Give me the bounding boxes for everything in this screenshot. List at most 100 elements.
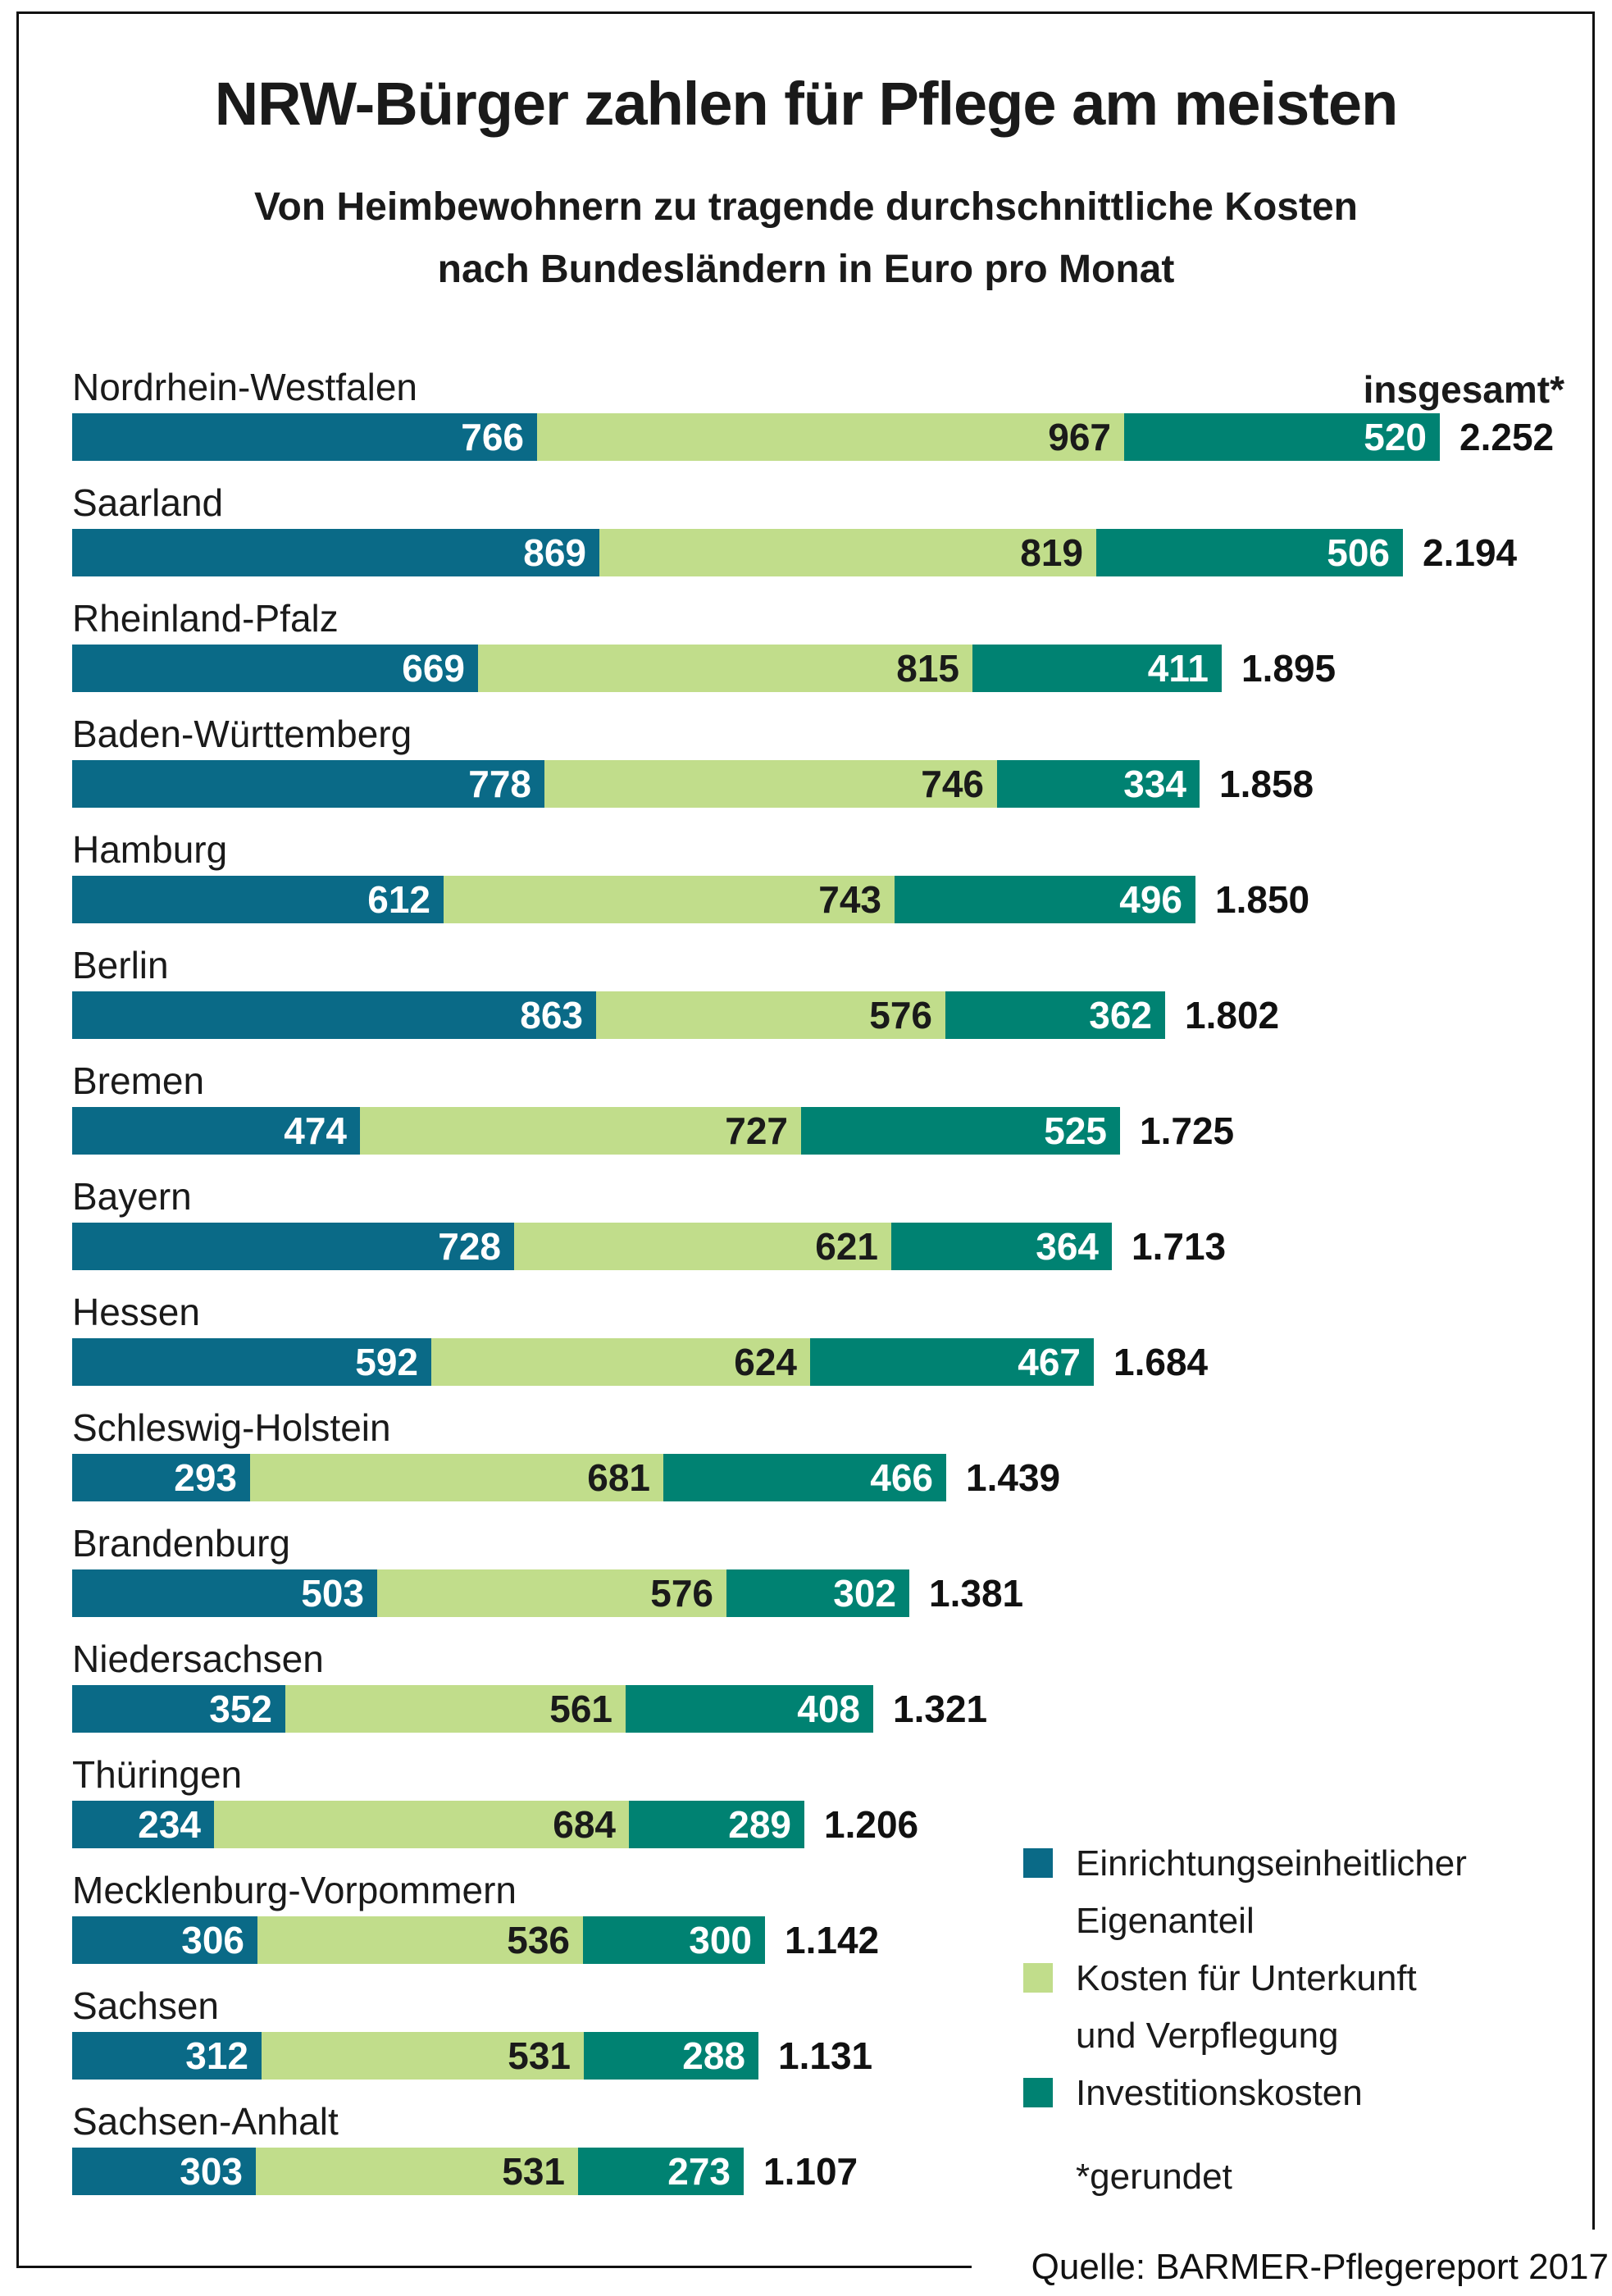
- state-label: Hessen: [72, 1291, 200, 1333]
- legend-label-unterkunft-verpflegung: Kosten für Unterkunft und Verpflegung: [1076, 1958, 1417, 2056]
- segment-value: 474: [284, 1109, 347, 1152]
- stacked-bar: 503 576 302 1.381: [72, 1569, 1612, 1617]
- segment-value: 863: [520, 994, 583, 1036]
- state-label: Baden-Württemberg: [72, 713, 412, 755]
- segment-value: 778: [468, 763, 531, 805]
- bar-segment-investitionskosten: 496: [895, 876, 1195, 923]
- segment-value: 503: [301, 1572, 364, 1615]
- state-label: Schleswig-Holstein: [72, 1406, 391, 1449]
- segment-value: 815: [896, 647, 959, 690]
- segment-value: 288: [682, 2034, 745, 2077]
- bar-segment-investitionskosten: 408: [626, 1685, 873, 1733]
- bar-segment-investitionskosten: 520: [1124, 413, 1440, 461]
- bar-segment-unterkunft-verpflegung: 621: [514, 1223, 891, 1270]
- state-row: Hamburg 612 743 496 1.850: [72, 828, 1612, 923]
- bar-segment-unterkunft-verpflegung: 531: [256, 2148, 578, 2195]
- segment-value: 334: [1123, 763, 1186, 805]
- total-label: 2.194: [1423, 531, 1518, 574]
- bar-segment-investitionskosten: 300: [583, 1916, 765, 1964]
- bar-segment-eigenanteil: 234: [72, 1801, 214, 1848]
- legend-label-eigenanteil: Einrichtungseinheitlicher Eigenanteil: [1076, 1843, 1467, 1941]
- segment-value: 408: [797, 1688, 860, 1730]
- state-row: Brandenburg 503 576 302 1.381: [72, 1522, 1612, 1617]
- segment-value: 362: [1089, 994, 1152, 1036]
- legend-item-unterkunft-verpflegung: Kosten für Unterkunft und Verpflegung: [1023, 1950, 1532, 2065]
- bar-segment-unterkunft-verpflegung: 815: [478, 645, 972, 692]
- bar-segment-investitionskosten: 466: [663, 1454, 946, 1501]
- stacked-bar: 293 681 466 1.439: [72, 1454, 1612, 1501]
- bar-segment-unterkunft-verpflegung: 743: [444, 876, 895, 923]
- bar-segment-eigenanteil: 669: [72, 645, 478, 692]
- segment-value: 289: [728, 1803, 791, 1846]
- state-row: Hessen 592 624 467 1.684: [72, 1291, 1612, 1386]
- total-label: 1.206: [824, 1803, 919, 1846]
- stacked-bar: 778 746 334 1.858: [72, 760, 1612, 808]
- bar-segment-eigenanteil: 303: [72, 2148, 256, 2195]
- bar-segment-investitionskosten: 289: [629, 1801, 804, 1848]
- bar-segment-investitionskosten: 273: [578, 2148, 744, 2195]
- state-label: Sachsen-Anhalt: [72, 2100, 339, 2143]
- bar-chart-rows: Nordrhein-Westfalen 766 967 520 2.252 Sa…: [72, 366, 1612, 2216]
- bar-segment-eigenanteil: 869: [72, 529, 599, 576]
- bar-segment-investitionskosten: 525: [801, 1107, 1120, 1155]
- bar-segment-unterkunft-verpflegung: 536: [257, 1916, 583, 1964]
- segment-value: 273: [667, 2150, 731, 2193]
- state-label: Hamburg: [72, 828, 228, 871]
- segment-value: 684: [553, 1803, 616, 1846]
- source-credit: Quelle: BARMER-Pflegereport 2017: [1031, 2247, 1609, 2287]
- stacked-bar: 306 536 300 1.142: [72, 1916, 1612, 1964]
- segment-value: 411: [1147, 647, 1209, 690]
- state-row: Bayern 728 621 364 1.713: [72, 1175, 1612, 1270]
- state-label: Mecklenburg-Vorpommern: [72, 1869, 517, 1911]
- segment-value: 520: [1364, 416, 1427, 458]
- frame-border-bottom: [16, 2266, 972, 2268]
- bar-segment-investitionskosten: 288: [584, 2032, 758, 2080]
- bar-segment-investitionskosten: 506: [1096, 529, 1403, 576]
- bar-segment-eigenanteil: 293: [72, 1454, 250, 1501]
- segment-value: 302: [833, 1572, 896, 1615]
- bar-segment-eigenanteil: 612: [72, 876, 444, 923]
- stacked-bar: 352 561 408 1.321: [72, 1685, 1612, 1733]
- segment-value: 303: [180, 2150, 243, 2193]
- state-row: Rheinland-Pfalz 669 815 411 1.895: [72, 597, 1612, 692]
- segment-value: 531: [502, 2150, 565, 2193]
- total-label: 1.684: [1113, 1341, 1209, 1383]
- total-label: 1.713: [1132, 1225, 1227, 1268]
- state-row: Saarland 869 819 506 2.194: [72, 481, 1612, 576]
- state-label: Nordrhein-Westfalen: [72, 366, 418, 408]
- stacked-bar: 592 624 467 1.684: [72, 1338, 1612, 1386]
- state-row: Schleswig-Holstein 293 681 466 1.439: [72, 1406, 1612, 1501]
- bar-segment-unterkunft-verpflegung: 576: [596, 991, 945, 1039]
- bar-segment-eigenanteil: 503: [72, 1569, 377, 1617]
- bar-segment-unterkunft-verpflegung: 967: [537, 413, 1124, 461]
- state-row: Niedersachsen 352 561 408 1.321: [72, 1638, 1612, 1733]
- stacked-bar: 312 531 288 1.131: [72, 2032, 1612, 2080]
- legend-item-eigenanteil: Einrichtungseinheitlicher Eigenanteil: [1023, 1835, 1532, 1950]
- segment-value: 306: [181, 1919, 244, 1961]
- segment-value: 612: [367, 878, 430, 921]
- segment-value: 466: [870, 1456, 933, 1499]
- bar-segment-unterkunft-verpflegung: 531: [262, 2032, 584, 2080]
- bar-segment-eigenanteil: 592: [72, 1338, 431, 1386]
- total-column-header: insgesamt*: [1363, 368, 1564, 411]
- legend-swatch-investitionskosten: [1023, 2078, 1053, 2107]
- total-label: 2.252: [1459, 416, 1555, 458]
- bar-segment-unterkunft-verpflegung: 576: [377, 1569, 726, 1617]
- page-title: NRW-Bürger zahlen für Pflege am meisten: [214, 70, 1399, 138]
- bar-segment-investitionskosten: 302: [726, 1569, 909, 1617]
- segment-value: 967: [1048, 416, 1111, 458]
- bar-segment-eigenanteil: 728: [72, 1223, 514, 1270]
- segment-value: 536: [507, 1919, 570, 1961]
- segment-value: 561: [549, 1688, 612, 1730]
- segment-value: 681: [587, 1456, 650, 1499]
- segment-value: 364: [1036, 1225, 1099, 1268]
- bar-segment-eigenanteil: 863: [72, 991, 596, 1039]
- total-label: 1.802: [1185, 994, 1280, 1036]
- segment-value: 819: [1020, 531, 1083, 574]
- total-label: 1.439: [966, 1456, 1061, 1499]
- bar-segment-investitionskosten: 362: [945, 991, 1165, 1039]
- segment-value: 576: [650, 1572, 713, 1615]
- total-label: 1.131: [778, 2034, 873, 2077]
- state-row: Thüringen 234 684 289 1.206: [72, 1753, 1612, 1848]
